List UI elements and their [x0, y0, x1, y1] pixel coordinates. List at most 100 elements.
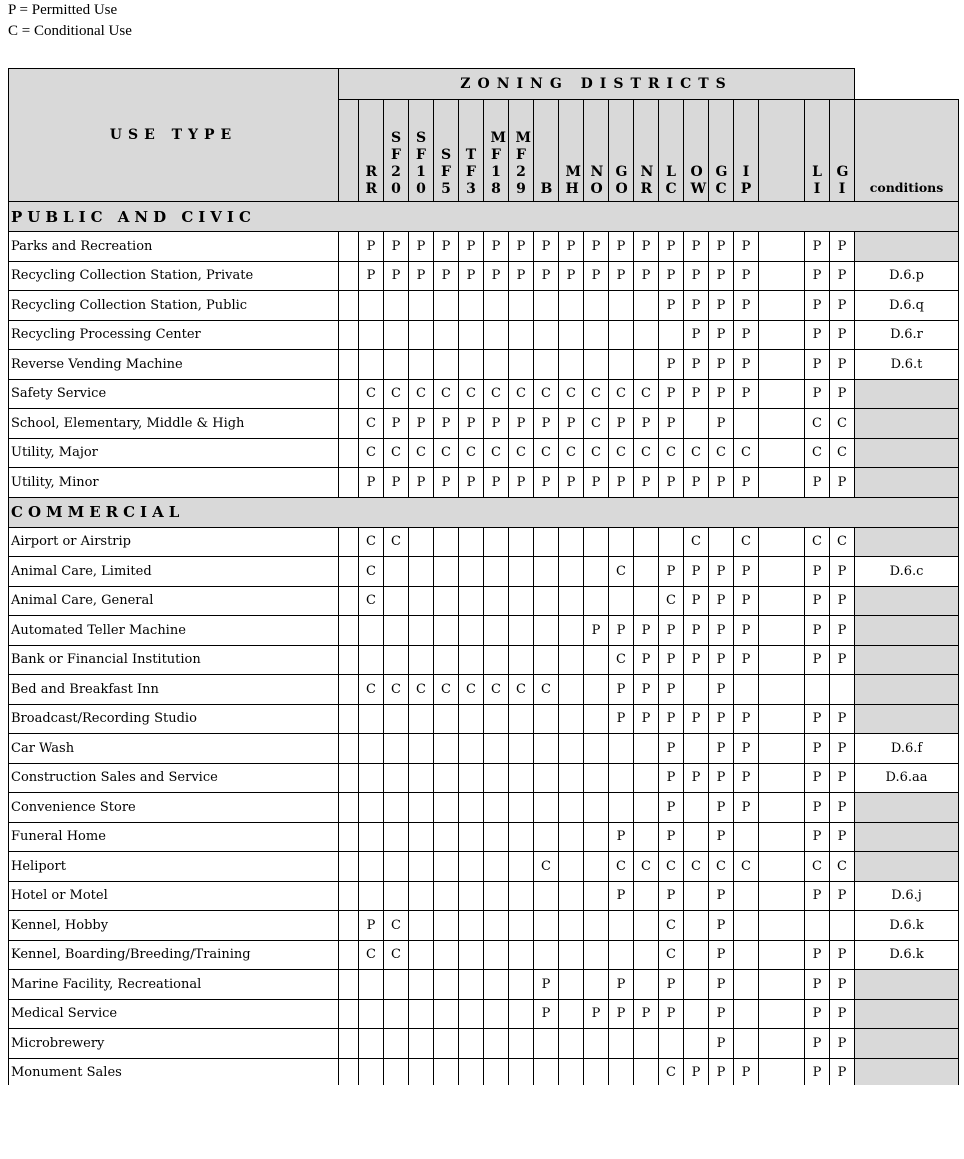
permission-cell [683, 880, 709, 911]
permission-cell: P [733, 615, 759, 646]
district-header: GI [828, 99, 856, 202]
permission-cell [733, 1028, 759, 1059]
permission-cell: C [533, 378, 559, 409]
permission-cell: P [733, 703, 759, 734]
permission-cell: C [558, 378, 584, 409]
use-name: Kennel, Hobby [8, 910, 339, 941]
permission-cell: P [733, 231, 759, 262]
condition-cell [854, 851, 960, 882]
permission-cell [483, 910, 509, 941]
permission-cell [558, 1028, 584, 1059]
use-row: Convenience Store P P P P P [8, 792, 960, 823]
permission-cell [583, 792, 609, 823]
permission-cell: P [608, 674, 634, 705]
blank-cell [758, 556, 805, 587]
permission-cell: C [658, 1057, 684, 1085]
permission-cell [708, 526, 734, 557]
use-row: Monument Sales C P P P P P [8, 1057, 960, 1085]
permission-cell [633, 349, 659, 380]
permission-cell [358, 969, 384, 1000]
permission-cell: P [828, 1057, 856, 1085]
permission-cell: P [508, 260, 534, 291]
permission-cell: P [828, 792, 856, 823]
blank-cell [758, 762, 805, 793]
permission-cell [583, 733, 609, 764]
blank-cell [758, 290, 805, 321]
blank-cell [338, 260, 359, 291]
permission-cell: C [658, 585, 684, 616]
use-name: Hotel or Motel [8, 880, 339, 911]
permission-cell: P [804, 703, 830, 734]
permission-cell: P [533, 231, 559, 262]
district-label: NR [640, 164, 654, 197]
permission-cell: P [533, 467, 559, 498]
permission-cell [433, 851, 459, 882]
permission-cell: C [383, 939, 409, 970]
permission-cell: P [804, 1028, 830, 1059]
permission-cell: P [708, 231, 734, 262]
use-row: Reverse Vending Machine P P P P P P D.6.t [8, 349, 960, 380]
permission-cell: P [708, 762, 734, 793]
permission-cell: C [804, 526, 830, 557]
district-header: SF10 [408, 99, 434, 202]
permission-cell: C [383, 674, 409, 705]
condition-cell [854, 998, 960, 1029]
permission-cell [533, 349, 559, 380]
permission-cell [483, 939, 509, 970]
permission-cell [533, 939, 559, 970]
permission-cell: C [358, 585, 384, 616]
permission-cell: P [708, 556, 734, 587]
permission-cell [458, 910, 484, 941]
permission-cell [558, 556, 584, 587]
permission-cell: C [608, 851, 634, 882]
blank-cell [338, 939, 359, 970]
permission-cell [358, 703, 384, 734]
permission-cell: P [433, 231, 459, 262]
permission-cell: C [828, 408, 856, 439]
permission-cell: P [558, 408, 584, 439]
permission-cell: P [608, 615, 634, 646]
permission-cell: C [433, 674, 459, 705]
permission-cell [458, 703, 484, 734]
permission-cell: P [583, 260, 609, 291]
permission-cell: P [708, 910, 734, 941]
permission-cell [533, 290, 559, 321]
district-label: MF18 [490, 130, 507, 197]
permission-cell [633, 290, 659, 321]
permission-cell: P [804, 260, 830, 291]
use-name: Automated Teller Machine [8, 615, 339, 646]
permission-cell [408, 939, 434, 970]
legend-line: C = Conditional Use [8, 23, 132, 39]
permission-cell [483, 792, 509, 823]
condition-cell [854, 408, 960, 439]
permission-cell [608, 733, 634, 764]
permission-cell: P [433, 260, 459, 291]
blank-cell [758, 880, 805, 911]
permission-cell: P [633, 231, 659, 262]
permission-cell: P [608, 231, 634, 262]
permission-cell [804, 674, 830, 705]
permission-cell: P [708, 585, 734, 616]
permission-cell: C [533, 437, 559, 468]
permission-cell: C [358, 408, 384, 439]
zoning-table: USE TYPE ZONING DISTRICTS RR SF20 SF10 SF5 TF3… [8, 68, 960, 1085]
permission-cell [433, 939, 459, 970]
permission-cell: P [708, 880, 734, 911]
permission-cell [633, 733, 659, 764]
permission-cell [383, 349, 409, 380]
permission-cell [828, 910, 856, 941]
permission-cell: C [658, 437, 684, 468]
legend-line: P = Permitted Use [8, 2, 118, 18]
blank-header [758, 99, 805, 202]
group-header: ZONING DISTRICTS [337, 68, 856, 100]
permission-cell: P [358, 910, 384, 941]
permission-cell: C [358, 378, 384, 409]
condition-cell [854, 674, 960, 705]
permission-cell [558, 1057, 584, 1085]
permission-cell [383, 733, 409, 764]
permission-cell: C [683, 851, 709, 882]
permission-cell: C [658, 851, 684, 882]
permission-cell: P [683, 1057, 709, 1085]
permission-cell [483, 1057, 509, 1085]
